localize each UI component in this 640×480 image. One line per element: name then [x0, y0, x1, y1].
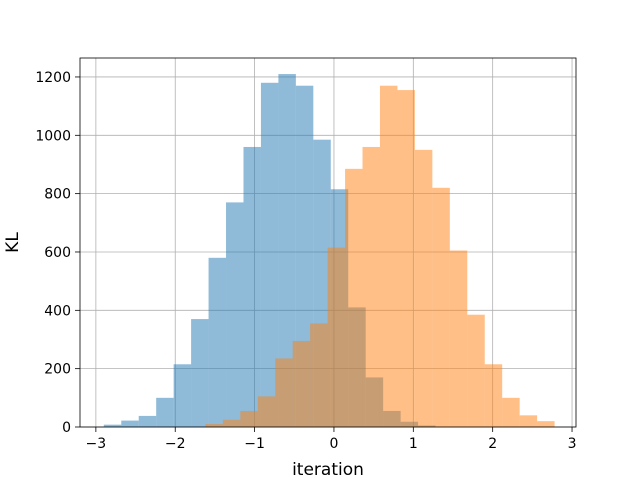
histogram-bar [275, 358, 293, 427]
x-tick-label: −2 [165, 436, 186, 452]
histogram-bar [449, 250, 468, 427]
y-tick-label: 1200 [35, 70, 71, 86]
y-tick-label: 800 [44, 187, 71, 203]
y-tick-label: 0 [62, 420, 71, 436]
histogram-bar [103, 424, 122, 427]
histogram-bar [397, 90, 415, 427]
histogram-bar [205, 424, 223, 427]
histogram-bar [257, 396, 276, 427]
axis-ticks: −3 −2 −1 0 1 2 3 0 200 400 600 800 1000 1200 [35, 70, 576, 452]
y-tick-label: 200 [44, 362, 71, 378]
histogram-bar [278, 74, 296, 427]
histogram-bar [208, 257, 227, 427]
histogram-bar [226, 202, 244, 427]
histogram-bar [292, 340, 311, 427]
histogram-bar [345, 168, 363, 427]
histogram-bar [467, 314, 485, 427]
histogram-bar [138, 415, 157, 427]
histogram-bar [310, 323, 328, 427]
histogram-bar [243, 146, 261, 427]
x-axis-label: iteration [292, 460, 364, 480]
histogram-bar [191, 319, 209, 427]
histogram-bar [537, 421, 555, 427]
x-tick-label: 0 [329, 436, 338, 452]
x-tick-label: 2 [488, 436, 497, 452]
plot-frame [79, 57, 577, 428]
x-tick-label: 1 [409, 436, 418, 452]
y-tick-label: 400 [44, 303, 71, 319]
histogram-bar [173, 364, 192, 427]
histogram-bar [327, 247, 346, 427]
histogram-series-2 [205, 85, 555, 428]
histogram-bar [432, 187, 450, 427]
y-tick-label: 1000 [35, 128, 71, 144]
histogram-bar [519, 415, 538, 427]
x-tick-label: −3 [86, 436, 107, 452]
histogram-bar [502, 397, 520, 427]
x-tick-label: −1 [244, 436, 265, 452]
histogram-bar [484, 364, 503, 427]
histogram-bar [222, 419, 241, 427]
histogram-bar [379, 85, 398, 428]
y-tick-label: 600 [44, 245, 71, 261]
histogram-bar [121, 420, 139, 427]
histogram-bars [103, 74, 555, 428]
histogram-bar [362, 146, 380, 427]
histogram-bar [414, 149, 433, 427]
histogram-bar [156, 397, 174, 427]
histogram-bar [260, 82, 279, 427]
y-axis-label: KL [3, 232, 23, 253]
histogram-bar [240, 410, 258, 427]
x-tick-label: 3 [568, 436, 577, 452]
